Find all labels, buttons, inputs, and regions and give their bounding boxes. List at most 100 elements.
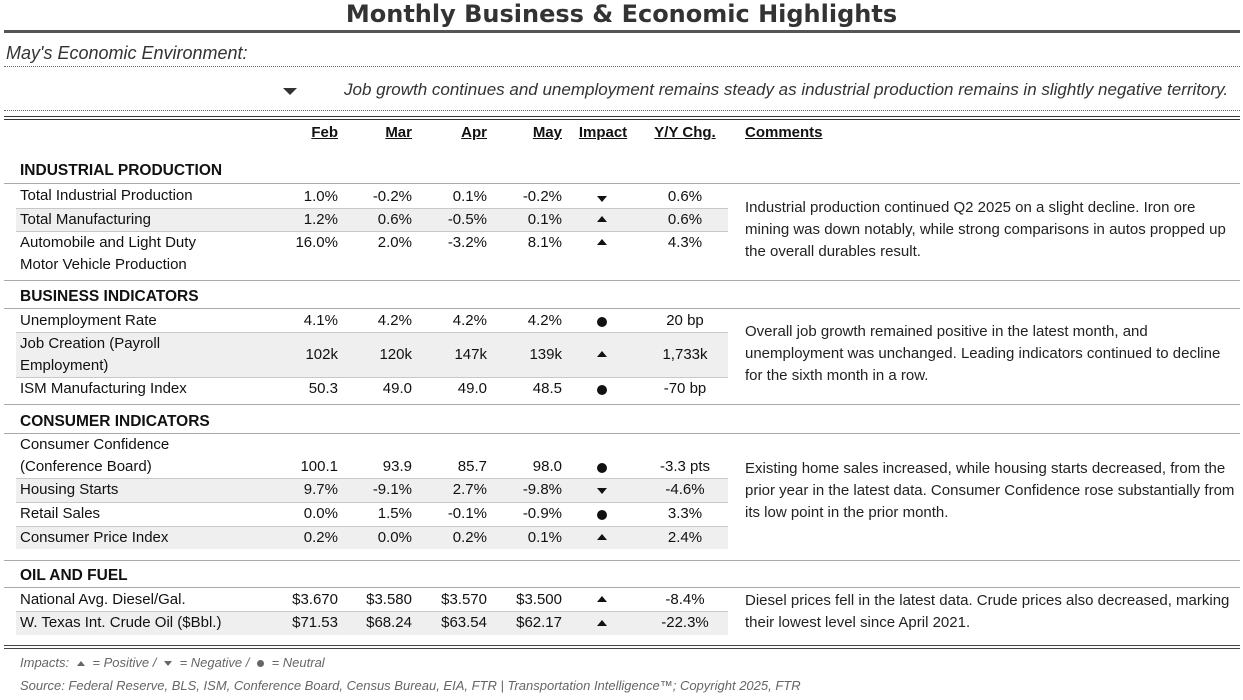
value-may: 48.5: [532, 380, 562, 397]
comment-consumer-indicators: Existing home sales increased, while hou…: [745, 460, 1235, 521]
table-row: Housing Starts 9.7% -9.1% 2.7% -9.8% -4.…: [16, 479, 728, 502]
value-apr: 2.7%: [452, 481, 487, 498]
value-apr: -0.1%: [447, 505, 487, 522]
col-apr: Apr: [461, 124, 487, 141]
value-yy: -3.3 pts: [659, 458, 711, 475]
table-row: National Avg. Diesel/Gal. $3.670 $3.580 …: [16, 589, 728, 611]
negative-impact-icon: [597, 488, 607, 494]
value-apr: $3.570: [441, 591, 487, 608]
value-yy: -4.6%: [665, 481, 705, 498]
value-mar: -0.2%: [372, 188, 412, 205]
legend-neutral: = Neutral: [271, 655, 325, 670]
row-divider: [16, 502, 728, 503]
row-label: Consumer Confidence: [20, 436, 170, 453]
value-may: 98.0: [532, 458, 562, 475]
comment-oil-and-fuel: Diesel prices fell in the latest data. C…: [745, 592, 1230, 631]
value-may: $3.500: [516, 591, 562, 608]
table-row: W. Texas Int. Crude Oil ($Bbl.) $71.53 $…: [16, 612, 728, 635]
col-feb: Feb: [311, 124, 338, 141]
neutral-impact-icon: [597, 385, 607, 395]
environment-heading: May's Economic Environment:: [6, 43, 248, 63]
value-mar: $3.580: [366, 591, 412, 608]
value-may: -9.8%: [522, 481, 562, 498]
impacts-label: Impacts:: [20, 655, 70, 670]
value-mar: 2.0%: [377, 234, 412, 251]
value-feb: 0.2%: [303, 529, 338, 546]
row-label: Total Manufacturing: [20, 211, 151, 228]
value-may: 0.1%: [527, 529, 562, 546]
title-rule: [4, 30, 1240, 33]
dotted-divider: [4, 110, 1240, 111]
positive-impact-icon: [597, 239, 607, 245]
value-mar: 120k: [379, 346, 412, 363]
value-mar: 0.0%: [377, 529, 412, 546]
header-rule: [4, 116, 1240, 120]
value-mar: -9.1%: [372, 481, 412, 498]
value-may: -0.9%: [522, 505, 562, 522]
positive-impact-icon: [597, 534, 607, 540]
value-yy: 0.6%: [667, 211, 703, 228]
category-oil-and-fuel: OIL AND FUEL: [20, 567, 128, 584]
negative-impact-icon: [163, 661, 172, 667]
value-yy: -22.3%: [661, 614, 709, 631]
value-may: 139k: [529, 346, 562, 363]
section-rule: [4, 433, 1240, 434]
col-mar: Mar: [385, 124, 412, 141]
neutral-impact-icon: [597, 317, 607, 327]
value-apr: 0.1%: [452, 188, 487, 205]
section-rule: [4, 308, 1240, 309]
row-divider: [16, 332, 728, 333]
value-apr: 147k: [454, 346, 487, 363]
row-label-line2: (Conference Board): [20, 458, 152, 475]
row-label: Job Creation (Payroll: [20, 335, 161, 352]
value-yy: 4.3%: [667, 234, 703, 251]
col-may: May: [532, 124, 562, 141]
value-may: 8.1%: [527, 234, 562, 251]
value-yy: 3.3%: [667, 505, 703, 522]
section-rule: [4, 587, 1240, 588]
positive-impact-icon: [597, 620, 607, 626]
section-rule: [4, 183, 1240, 184]
neutral-impact-icon: [256, 660, 264, 668]
row-label: Unemployment Rate: [20, 312, 157, 329]
impacts-legend: Impacts: = Positive / = Negative / = Neu…: [20, 655, 325, 670]
page-title: Monthly Business & Economic Highlights: [345, 0, 898, 28]
comment-industrial-production: Industrial production continued Q2 2025 …: [745, 199, 1226, 260]
table-row: Consumer Price Index 0.2% 0.0% 0.2% 0.1%…: [16, 527, 728, 549]
positive-impact-icon: [597, 351, 607, 357]
value-may: -0.2%: [522, 188, 562, 205]
value-feb: 9.7%: [303, 481, 338, 498]
table-row: Retail Sales 0.0% 1.5% -0.1% -0.9% 3.3%: [16, 503, 728, 526]
summary-text: Job growth continues and unemployment re…: [344, 80, 1229, 99]
row-label: Consumer Price Index: [20, 529, 169, 546]
value-apr: 49.0: [457, 380, 487, 397]
row-label-line2: Motor Vehicle Production: [20, 256, 187, 273]
value-apr: 85.7: [457, 458, 487, 475]
value-apr: 4.2%: [452, 312, 487, 329]
value-feb: 0.0%: [303, 505, 338, 522]
value-feb: 4.1%: [303, 312, 338, 329]
table-row: Total Manufacturing 1.2% 0.6% -0.5% 0.1%…: [16, 209, 728, 231]
legend-negative: = Negative /: [179, 655, 250, 670]
positive-impact-icon: [597, 216, 607, 222]
down-arrow-icon: [283, 88, 297, 95]
neutral-impact-icon: [597, 510, 607, 520]
table-row: Automobile and Light Duty Motor Vehicle …: [16, 232, 728, 276]
row-label: W. Texas Int. Crude Oil ($Bbl.): [20, 614, 222, 631]
value-mar: $68.24: [366, 614, 412, 631]
row-label-line2: Employment): [20, 357, 109, 374]
row-divider: [16, 478, 728, 479]
value-may: $62.17: [516, 614, 562, 631]
table-row: Unemployment Rate 4.1% 4.2% 4.2% 4.2% 20…: [16, 310, 728, 332]
section-rule: [4, 280, 1240, 281]
value-feb: 16.0%: [295, 234, 338, 251]
row-label: Automobile and Light Duty: [20, 234, 196, 251]
row-divider: [16, 208, 728, 209]
positive-impact-icon: [597, 596, 607, 602]
col-comments: Comments: [745, 124, 823, 141]
source-note: Source: Federal Reserve, BLS, ISM, Confe…: [20, 678, 801, 693]
value-yy: 2.4%: [667, 529, 703, 546]
value-apr: -0.5%: [447, 211, 487, 228]
table-row: ISM Manufacturing Index 50.3 49.0 49.0 4…: [16, 378, 728, 400]
value-feb: 102k: [305, 346, 338, 363]
